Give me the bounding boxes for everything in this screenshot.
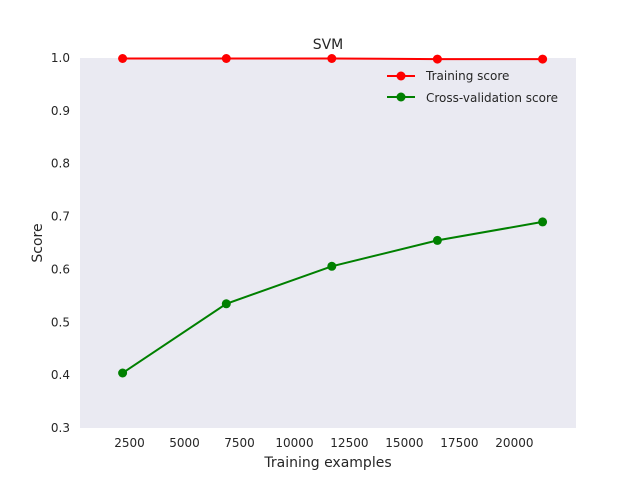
x-tick-label: 10000 [275, 436, 313, 450]
y-tick-label: 0.9 [51, 104, 70, 118]
data-point-cv [221, 299, 231, 309]
data-point-training [538, 54, 548, 64]
data-point-training [221, 54, 231, 63]
data-point-cv [432, 235, 442, 245]
y-axis-label: Score [30, 223, 46, 262]
chart-title: SVM [313, 37, 344, 53]
legend-marker-training [396, 71, 406, 81]
legend-marker-cv [396, 92, 406, 102]
legend: Training score Cross-validation score [387, 69, 558, 105]
x-tick-label: 12500 [330, 436, 368, 450]
x-axis-label: Training examples [263, 455, 391, 471]
y-tick-label: 0.5 [51, 315, 70, 329]
data-point-cv [327, 261, 337, 271]
data-point-training [118, 54, 128, 63]
y-tick-label: 0.3 [51, 421, 70, 435]
x-tick-label: 2500 [114, 436, 145, 450]
x-tick-label: 15000 [385, 436, 423, 450]
y-tick-label: 0.4 [51, 368, 70, 382]
x-tick-label: 17500 [440, 436, 478, 450]
y-tick-label: 1.0 [51, 51, 70, 65]
y-tick-label: 0.6 [51, 262, 70, 276]
x-tick-label: 20000 [495, 436, 533, 450]
legend-label-cv: Cross-validation score [426, 91, 558, 105]
legend-label-training: Training score [425, 69, 509, 83]
data-point-cv [118, 368, 128, 378]
data-point-training [327, 54, 337, 63]
x-tick-label: 5000 [169, 436, 200, 450]
y-tick-label: 0.7 [51, 210, 70, 224]
data-point-training [432, 54, 442, 64]
x-tick-label: 7500 [224, 436, 255, 450]
y-tick-label: 0.8 [51, 157, 70, 171]
data-point-cv [538, 217, 548, 227]
plot-area-background [80, 58, 576, 428]
